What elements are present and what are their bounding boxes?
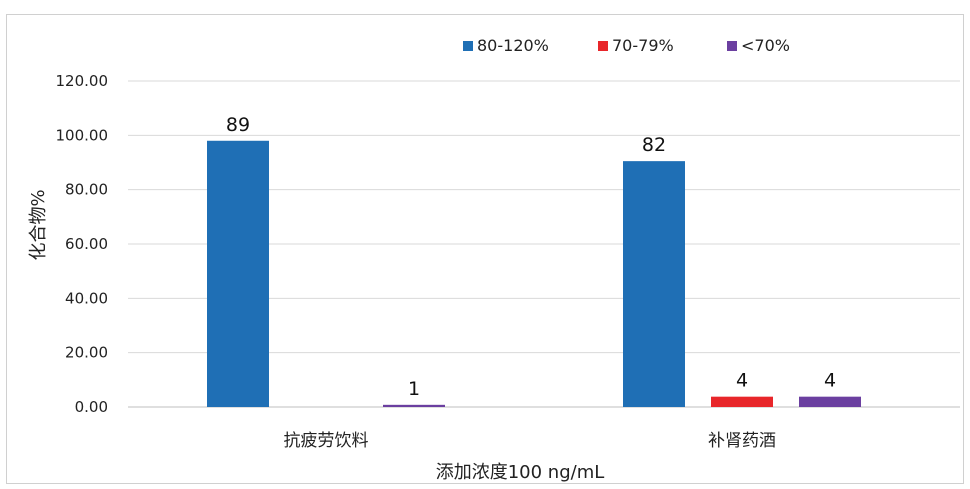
data-label: 89 <box>226 114 250 136</box>
bar-1-0 <box>623 161 685 407</box>
y-tick-label: 0.00 <box>75 398 108 416</box>
x-category-label: 抗疲劳饮料 <box>284 431 369 451</box>
y-tick-label: 40.00 <box>65 289 108 307</box>
data-label: 4 <box>824 370 836 392</box>
y-axis-title: 化合物% <box>28 189 49 260</box>
y-tick-label: 60.00 <box>65 235 108 253</box>
chart-frame <box>6 14 964 484</box>
bar-1-1 <box>711 396 773 407</box>
x-category-label: 补肾药酒 <box>708 431 776 451</box>
bar-1-2 <box>799 396 861 407</box>
legend: 80-120% 70-79% <70% <box>463 36 790 55</box>
legend-swatch <box>598 41 608 51</box>
legend-label: 70-79% <box>612 36 674 55</box>
legend-swatch <box>727 41 737 51</box>
bar-0-2 <box>383 404 445 407</box>
data-label: 4 <box>736 370 748 392</box>
legend-swatch <box>463 41 473 51</box>
y-tick-label: 80.00 <box>65 181 108 199</box>
legend-label: <70% <box>741 36 790 55</box>
data-label: 82 <box>642 134 666 156</box>
y-tick-label: 20.00 <box>65 344 108 362</box>
category-labels: 抗疲劳饮料 补肾药酒 <box>284 431 777 451</box>
x-axis-title: 添加浓度100 ng/mL <box>436 462 605 483</box>
bars <box>207 140 861 407</box>
y-tick-labels: 0.00 20.00 40.00 60.00 80.00 100.00 120.00 <box>56 72 109 416</box>
data-labels: 89 1 82 4 4 <box>226 114 836 400</box>
y-tick-label: 100.00 <box>56 126 109 144</box>
data-label: 1 <box>408 378 420 400</box>
bar-0-0 <box>207 140 269 407</box>
y-tick-label: 120.00 <box>56 72 109 90</box>
legend-label: 80-120% <box>477 36 549 55</box>
